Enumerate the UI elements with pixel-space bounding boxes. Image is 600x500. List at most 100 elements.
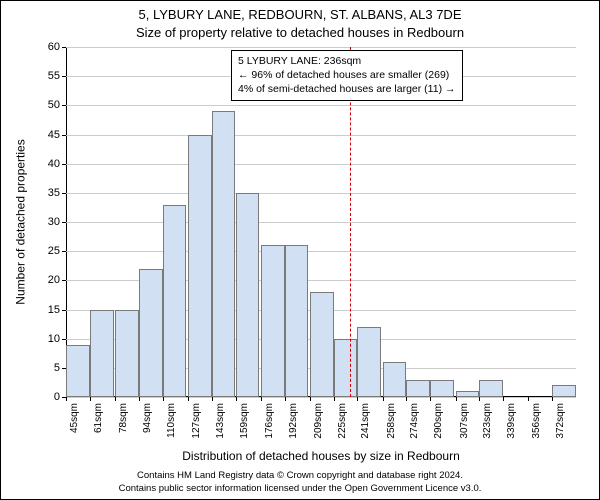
x-tick-label: 323sqm (482, 403, 493, 439)
y-tick-label: 15 (48, 304, 60, 316)
y-tick-label: 55 (48, 70, 60, 82)
x-tick-mark (285, 397, 286, 401)
x-tick-mark (383, 397, 384, 401)
y-tick-mark (62, 339, 66, 340)
x-tick-mark (456, 397, 457, 401)
x-tick-label: 143sqm (215, 403, 226, 439)
annotation-line2: ← 96% of detached houses are smaller (26… (238, 68, 456, 82)
x-tick-label: 159sqm (239, 403, 250, 439)
histogram-bar (115, 310, 139, 398)
y-tick-mark (62, 76, 66, 77)
histogram-bar (188, 135, 212, 398)
histogram-bar (236, 193, 260, 397)
histogram-bar (552, 385, 576, 397)
x-tick-label: 61sqm (93, 403, 104, 433)
x-tick-mark (236, 397, 237, 401)
histogram-bar (261, 245, 285, 397)
x-tick-mark (261, 397, 262, 401)
histogram-bar (90, 310, 114, 398)
x-tick-mark (115, 397, 116, 401)
y-tick-mark (62, 222, 66, 223)
x-tick-label: 176sqm (264, 403, 275, 439)
footer-line2: Contains public sector information licen… (1, 483, 599, 495)
x-tick-mark (357, 397, 358, 401)
histogram-bar (383, 362, 407, 397)
y-tick-mark (62, 251, 66, 252)
x-tick-label: 78sqm (118, 403, 129, 433)
y-tick-mark (62, 135, 66, 136)
grid-line (66, 251, 576, 252)
x-tick-label: 241sqm (360, 403, 371, 439)
y-tick-label: 60 (48, 41, 60, 53)
histogram-bar (456, 391, 480, 397)
x-tick-mark (163, 397, 164, 401)
y-tick-label: 0 (54, 391, 60, 403)
x-tick-label: 225sqm (337, 403, 348, 439)
x-tick-label: 258sqm (386, 403, 397, 439)
x-tick-mark (188, 397, 189, 401)
y-tick-label: 35 (48, 187, 60, 199)
histogram-bar (139, 269, 163, 397)
y-tick-label: 45 (48, 129, 60, 141)
annotation-line1: 5 LYBURY LANE: 236sqm (238, 54, 456, 68)
histogram-bar (406, 380, 430, 398)
x-tick-label: 209sqm (313, 403, 324, 439)
x-tick-label: 307sqm (459, 403, 470, 439)
histogram-bar (479, 380, 503, 398)
x-tick-mark (310, 397, 311, 401)
y-axis-label: Number of detached properties (13, 47, 29, 397)
y-tick-label: 30 (48, 216, 60, 228)
histogram-bar (430, 380, 454, 398)
x-tick-label: 274sqm (409, 403, 420, 439)
histogram-bar (334, 339, 358, 397)
histogram-bar (310, 292, 334, 397)
x-tick-label: 127sqm (191, 403, 202, 439)
x-tick-mark (430, 397, 431, 401)
grid-line (66, 47, 576, 48)
x-tick-label: 356sqm (531, 403, 542, 439)
x-tick-mark (139, 397, 140, 401)
footer: Contains HM Land Registry data © Crown c… (1, 470, 599, 495)
x-tick-mark (90, 397, 91, 401)
x-tick-mark (334, 397, 335, 401)
grid-line (66, 164, 576, 165)
x-tick-label: 45sqm (69, 403, 80, 433)
chart-title-address: 5, LYBURY LANE, REDBOURN, ST. ALBANS, AL… (1, 7, 599, 22)
y-tick-label: 40 (48, 158, 60, 170)
histogram-bar (212, 111, 236, 397)
x-axis-label: Distribution of detached houses by size … (66, 449, 576, 463)
x-tick-mark (406, 397, 407, 401)
y-tick-label: 5 (54, 362, 60, 374)
histogram-bar (66, 345, 90, 398)
x-tick-mark (528, 397, 529, 401)
footer-line1: Contains HM Land Registry data © Crown c… (1, 470, 599, 482)
x-tick-label: 110sqm (166, 403, 177, 438)
y-tick-mark (62, 280, 66, 281)
annotation-line3: 4% of semi-detached houses are larger (1… (238, 82, 456, 96)
grid-line (66, 222, 576, 223)
y-tick-label: 10 (48, 333, 60, 345)
y-tick-label: 20 (48, 274, 60, 286)
y-tick-mark (62, 310, 66, 311)
grid-line (66, 397, 576, 398)
y-tick-mark (62, 193, 66, 194)
y-tick-label: 25 (48, 245, 60, 257)
x-tick-label: 339sqm (506, 403, 517, 439)
plot-area: 05101520253035404550556045sqm61sqm78sqm9… (66, 47, 576, 397)
grid-line (66, 105, 576, 106)
x-tick-label: 192sqm (288, 403, 299, 439)
y-tick-mark (62, 105, 66, 106)
x-tick-label: 290sqm (433, 403, 444, 439)
x-tick-mark (479, 397, 480, 401)
y-tick-mark (62, 47, 66, 48)
histogram-bar (285, 245, 309, 397)
x-tick-mark (212, 397, 213, 401)
x-tick-label: 372sqm (555, 403, 566, 439)
chart-container: 5, LYBURY LANE, REDBOURN, ST. ALBANS, AL… (0, 0, 600, 500)
grid-line (66, 193, 576, 194)
y-tick-mark (62, 164, 66, 165)
histogram-bar (357, 327, 381, 397)
x-tick-mark (66, 397, 67, 401)
x-tick-label: 94sqm (142, 403, 153, 433)
chart-title-subtitle: Size of property relative to detached ho… (1, 25, 599, 40)
